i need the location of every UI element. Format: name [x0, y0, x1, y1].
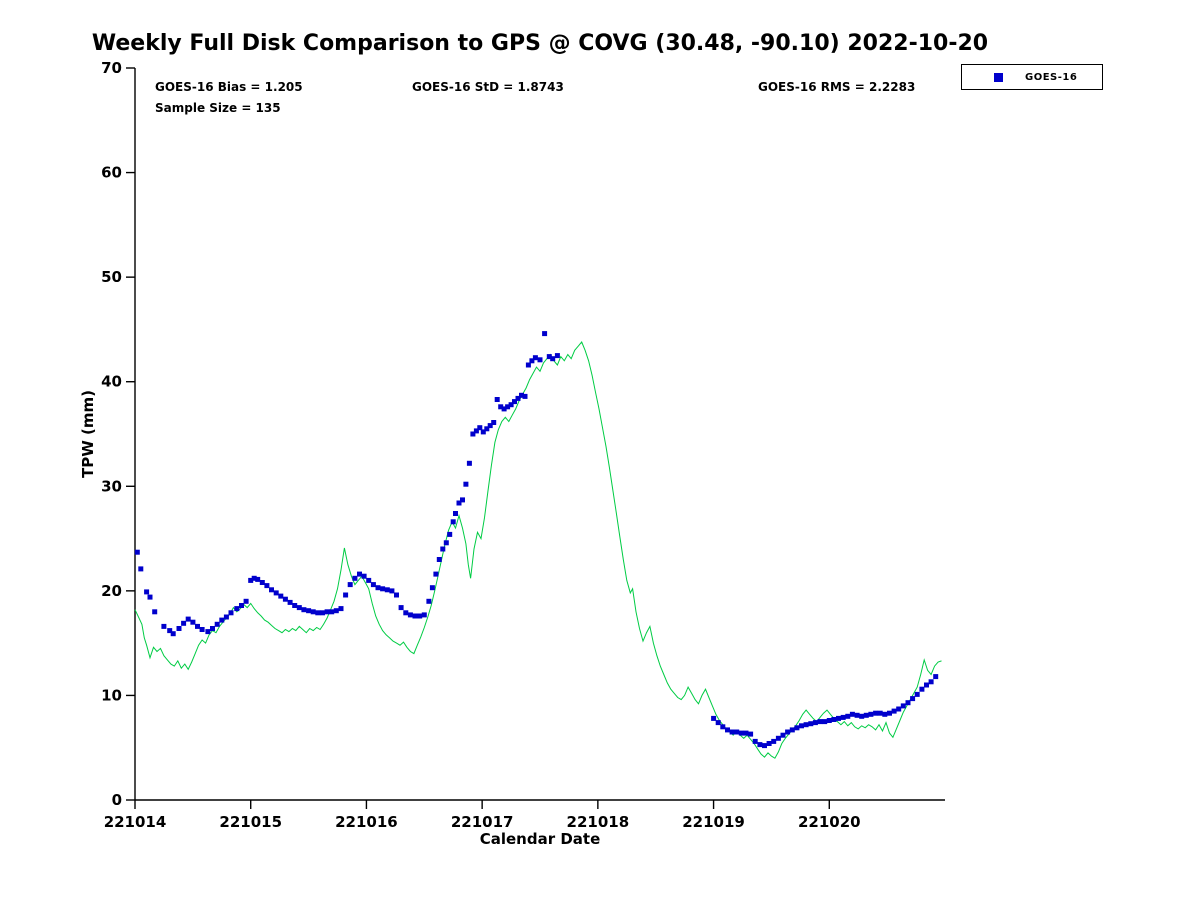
svg-text:221018: 221018	[567, 813, 630, 831]
svg-text:20: 20	[101, 582, 122, 600]
stat-sample-size: Sample Size = 135	[155, 101, 281, 115]
svg-text:0: 0	[112, 791, 122, 809]
chart-title: Weekly Full Disk Comparison to GPS @ COV…	[91, 31, 989, 56]
svg-text:221015: 221015	[219, 813, 282, 831]
svg-text:30: 30	[101, 477, 122, 495]
x-axis-label: Calendar Date	[479, 830, 601, 848]
svg-text:221014: 221014	[104, 813, 167, 831]
legend-box: GOES-16	[961, 64, 1103, 90]
y-axis-label: TPW (mm)	[79, 390, 97, 478]
svg-text:50: 50	[101, 268, 122, 286]
svg-text:221017: 221017	[451, 813, 514, 831]
stat-rms: GOES-16 RMS = 2.2283	[758, 80, 916, 94]
svg-text:60: 60	[101, 164, 122, 182]
svg-text:40: 40	[101, 373, 122, 391]
stat-std: GOES-16 StD = 1.8743	[412, 80, 564, 94]
legend-label-goes16: GOES-16	[1025, 71, 1078, 83]
svg-text:10: 10	[101, 686, 122, 704]
legend-marker-goes16-icon	[994, 72, 1003, 82]
svg-text:221016: 221016	[335, 813, 398, 831]
svg-text:221020: 221020	[798, 813, 861, 831]
svg-text:70: 70	[101, 59, 122, 77]
stat-bias: GOES-16 Bias = 1.205	[155, 80, 303, 94]
svg-text:221019: 221019	[682, 813, 745, 831]
